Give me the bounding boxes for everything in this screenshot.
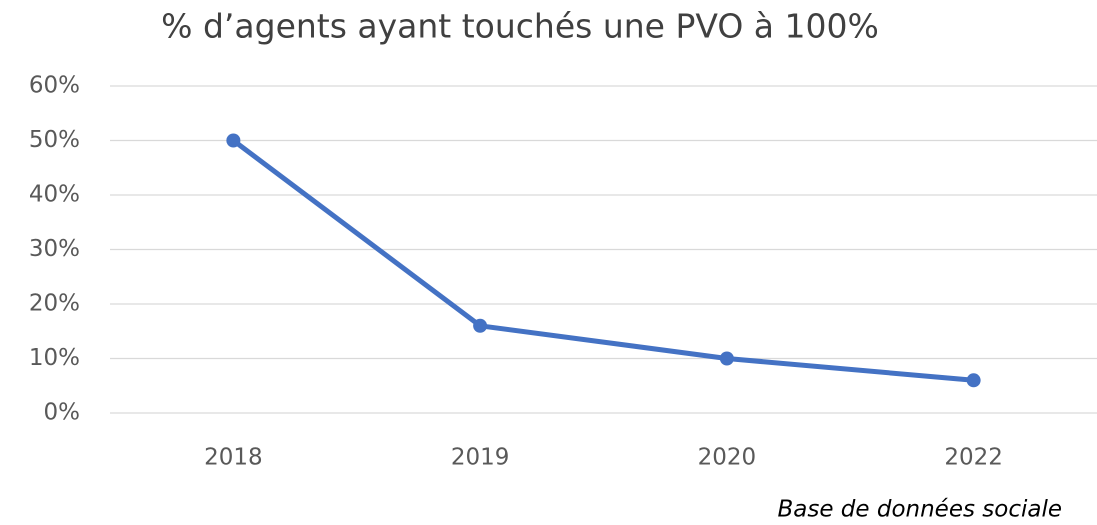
y-tick-label: 60% (29, 73, 80, 99)
x-tick-label: 2019 (451, 445, 510, 471)
marker (226, 133, 241, 148)
marker (719, 351, 734, 366)
x-tick-label: 2020 (698, 445, 757, 471)
y-tick-label: 20% (29, 291, 80, 317)
y-tick-label: 0% (44, 400, 81, 426)
y-tick-label: 30% (29, 236, 80, 262)
chart-title: % d’agents ayant touchés une PVO à 100% (161, 7, 879, 46)
y-tick-label: 10% (29, 345, 80, 371)
y-tick-label: 40% (29, 182, 80, 208)
y-tick-label: 50% (29, 127, 80, 153)
marker (966, 373, 981, 388)
marker (473, 318, 488, 333)
x-tick-label: 2022 (944, 445, 1003, 471)
annotation: Base de données sociale (777, 497, 1062, 523)
x-tick-label: 2018 (204, 445, 263, 471)
line (231, 138, 974, 383)
